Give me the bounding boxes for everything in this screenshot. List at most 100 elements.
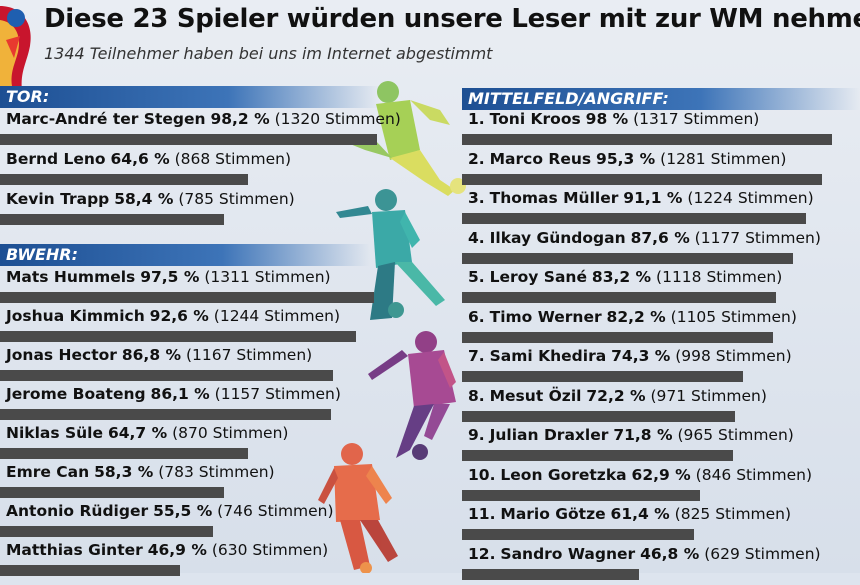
player-row: Joshua Kimmich 92,6 % (1244 Stimmen) xyxy=(0,307,400,347)
player-row: Jerome Boateng 86,1 % (1157 Stimmen) xyxy=(0,385,400,425)
player-percent: 62,9 % xyxy=(631,465,691,484)
player-votes: (971 Stimmen) xyxy=(650,386,767,405)
player-name: Ilkay Gündogan xyxy=(489,228,626,247)
player-name: Matthias Ginter xyxy=(6,541,143,559)
player-name: Emre Can xyxy=(6,463,90,481)
player-bar xyxy=(0,487,224,498)
player-bar xyxy=(0,331,356,342)
player-votes: (630 Stimmen) xyxy=(211,541,329,559)
player-label: Emre Can 58,3 % (783 Stimmen) xyxy=(6,463,275,481)
player-bar xyxy=(462,489,700,501)
player-label: Jerome Boateng 86,1 % (1157 Stimmen) xyxy=(6,385,341,403)
player-row: 2. Marco Reus 95,3 % (1281 Stimmen) xyxy=(462,150,856,190)
player-label: 6. Timo Werner 82,2 % (1105 Stimmen) xyxy=(468,308,797,326)
player-bar xyxy=(462,410,735,422)
player-rank: 11. xyxy=(468,505,496,523)
player-percent: 46,9 % xyxy=(147,541,207,559)
player-name: Leon Goretzka xyxy=(500,465,627,484)
player-label: Joshua Kimmich 92,6 % (1244 Stimmen) xyxy=(6,307,340,325)
player-bar xyxy=(0,409,331,420)
player-row: Mats Hummels 97,5 % (1311 Stimmen) xyxy=(0,268,400,308)
player-row: 9. Julian Draxler 71,8 % (965 Stimmen) xyxy=(462,426,856,466)
player-name: Niklas Süle xyxy=(6,424,104,442)
page-title: Diese 23 Spieler würden unsere Leser mit… xyxy=(44,4,860,34)
player-votes: (1167 Stimmen) xyxy=(185,346,313,364)
player-row: Jonas Hector 86,8 % (1167 Stimmen) xyxy=(0,346,400,386)
player-percent: 95,3 % xyxy=(596,149,656,168)
player-name: Jonas Hector xyxy=(6,346,117,364)
player-label: 2. Marco Reus 95,3 % (1281 Stimmen) xyxy=(468,150,786,168)
player-percent: 83,2 % xyxy=(591,268,652,286)
player-rank: 1. xyxy=(468,110,485,128)
player-votes: (1118 Stimmen) xyxy=(656,268,783,286)
player-row: 4. Ilkay Gündogan 87,6 % (1177 Stimmen) xyxy=(462,229,856,269)
player-bar xyxy=(462,371,743,382)
player-votes: (1320 Stimmen) xyxy=(274,110,401,128)
player-percent: 71,8 % xyxy=(613,426,673,444)
player-row: Niklas Süle 64,7 % (870 Stimmen) xyxy=(0,424,400,464)
player-votes: (1224 Stimmen) xyxy=(687,189,814,207)
player-votes: (1105 Stimmen) xyxy=(670,307,797,326)
player-rank: 5. xyxy=(468,268,485,286)
player-votes: (870 Stimmen) xyxy=(172,424,289,442)
player-percent: 64,7 % xyxy=(107,424,168,442)
player-rank: 2. xyxy=(468,149,485,168)
player-row: 3. Thomas Müller 91,1 % (1224 Stimmen) xyxy=(462,189,856,229)
player-percent: 91,1 % xyxy=(623,189,683,207)
player-label: Antonio Rüdiger 55,5 % (746 Stimmen) xyxy=(6,502,334,520)
player-votes: (998 Stimmen) xyxy=(675,347,792,365)
section-header: TOR: xyxy=(0,86,380,108)
player-percent: 74,3 % xyxy=(611,347,671,365)
player-label: 1. Toni Kroos 98 % (1317 Stimmen) xyxy=(468,110,759,128)
player-percent: 64,6 % xyxy=(110,150,170,168)
player-rank: 12. xyxy=(468,544,496,563)
soccer-player-illustrations xyxy=(318,81,466,573)
player-votes: (1311 Stimmen) xyxy=(204,268,331,286)
player-rank: 8. xyxy=(468,386,485,405)
player-votes: (1317 Stimmen) xyxy=(633,110,760,128)
player-label: 3. Thomas Müller 91,1 % (1224 Stimmen) xyxy=(468,189,814,207)
player-votes: (1157 Stimmen) xyxy=(214,385,341,403)
player-votes: (629 Stimmen) xyxy=(704,544,821,563)
player-bar xyxy=(0,565,181,576)
player-bar xyxy=(0,134,378,145)
player-percent: 92,6 % xyxy=(149,307,209,325)
player-label: 8. Mesut Özil 72,2 % (971 Stimmen) xyxy=(468,387,767,405)
player-label: Marc-André ter Stegen 98,2 % (1320 Stimm… xyxy=(6,110,401,128)
player-bar xyxy=(462,331,773,343)
player-label: Mats Hummels 97,5 % (1311 Stimmen) xyxy=(6,268,331,286)
player-bar xyxy=(0,214,225,225)
player-label: 4. Ilkay Gündogan 87,6 % (1177 Stimmen) xyxy=(468,229,821,247)
player-votes: (783 Stimmen) xyxy=(158,463,275,481)
player-bar xyxy=(0,292,375,303)
player-row: Antonio Rüdiger 55,5 % (746 Stimmen) xyxy=(0,502,400,542)
section-header: MITTELFELD/ANGRIFF: xyxy=(462,88,860,110)
player-name: Antonio Rüdiger xyxy=(6,502,149,520)
player-rank: 7. xyxy=(468,347,485,365)
player-label: Niklas Süle 64,7 % (870 Stimmen) xyxy=(6,424,288,442)
player-bar xyxy=(462,568,639,580)
player-row: Bernd Leno 64,6 % (868 Stimmen) xyxy=(0,150,400,190)
player-name: Kevin Trapp xyxy=(6,190,110,208)
player-percent: 82,2 % xyxy=(606,307,666,326)
player-label: 5. Leroy Sané 83,2 % (1118 Stimmen) xyxy=(468,268,782,286)
player-row: 8. Mesut Özil 72,2 % (971 Stimmen) xyxy=(462,387,856,427)
player-bar xyxy=(0,448,249,459)
player-label: 11. Mario Götze 61,4 % (825 Stimmen) xyxy=(468,505,791,523)
player-row: Kevin Trapp 58,4 % (785 Stimmen) xyxy=(0,190,400,230)
player-percent: 58,3 % xyxy=(94,463,154,481)
player-bar xyxy=(462,213,807,224)
player-label: Jonas Hector 86,8 % (1167 Stimmen) xyxy=(6,346,312,364)
player-name: Jerome Boateng xyxy=(6,385,146,403)
player-bar xyxy=(462,529,695,540)
player-rank: 10. xyxy=(468,465,496,484)
player-bar xyxy=(0,174,249,185)
player-teal-icon xyxy=(336,189,445,320)
player-rank: 4. xyxy=(468,228,485,247)
player-name: Leroy Sané xyxy=(489,268,587,286)
player-bar xyxy=(462,450,734,461)
player-votes: (785 Stimmen) xyxy=(178,190,295,208)
player-name: Thomas Müller xyxy=(489,189,619,207)
player-row: Emre Can 58,3 % (783 Stimmen) xyxy=(0,463,400,503)
player-bar xyxy=(462,252,794,264)
